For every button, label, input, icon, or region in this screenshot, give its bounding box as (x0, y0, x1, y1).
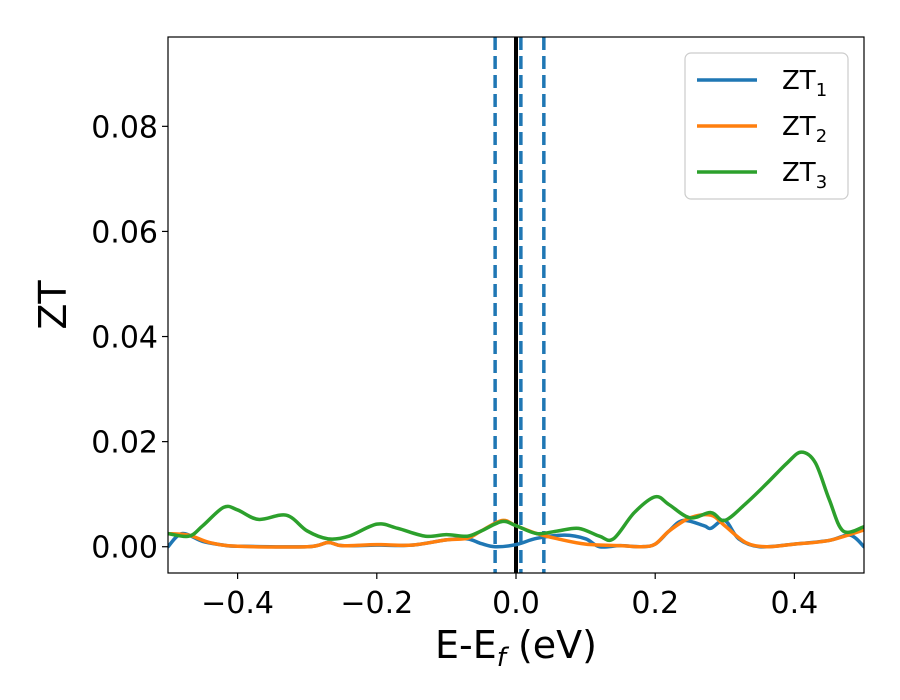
legend-label-zt2: ZT2 (782, 112, 827, 147)
legend-label-main: ZT (782, 158, 816, 188)
legend-label-sub: 3 (816, 172, 827, 193)
y-tick-label: 0.02 (91, 426, 158, 461)
series-line-zt3 (168, 450, 864, 543)
series-lines (168, 450, 864, 549)
x-axis-title-main: E-E (435, 623, 497, 667)
y-tick-label: 0.08 (91, 110, 158, 145)
legend-label-main: ZT (782, 66, 816, 96)
x-tick-label: 0.2 (631, 586, 679, 621)
x-tick-label: 0.0 (492, 586, 540, 621)
reference-lines (493, 37, 546, 573)
legend-label-sub: 2 (816, 126, 827, 147)
x-tick-label: −0.4 (201, 586, 274, 621)
x-axis: −0.4 −0.2 0.0 0.2 0.4 (201, 573, 818, 621)
legend-label-zt1: ZT1 (782, 66, 827, 101)
legend-label-sub: 1 (816, 80, 827, 101)
y-tick-label: 0.04 (91, 321, 158, 356)
legend-box (684, 52, 849, 200)
x-axis-title-unit: (eV) (506, 623, 597, 667)
x-tick-label: 0.4 (771, 586, 819, 621)
legend-label-zt3: ZT3 (782, 158, 827, 193)
x-tick-label: −0.2 (340, 586, 413, 621)
x-axis-title: E-Ef (eV) (435, 623, 597, 673)
y-axis-title: ZT (31, 280, 75, 330)
y-tick-label: 0.06 (91, 215, 158, 250)
y-tick-label: 0.00 (91, 531, 158, 566)
legend-label-main: ZT (782, 112, 816, 142)
y-axis: 0.00 0.02 0.04 0.06 0.08 (91, 110, 168, 566)
